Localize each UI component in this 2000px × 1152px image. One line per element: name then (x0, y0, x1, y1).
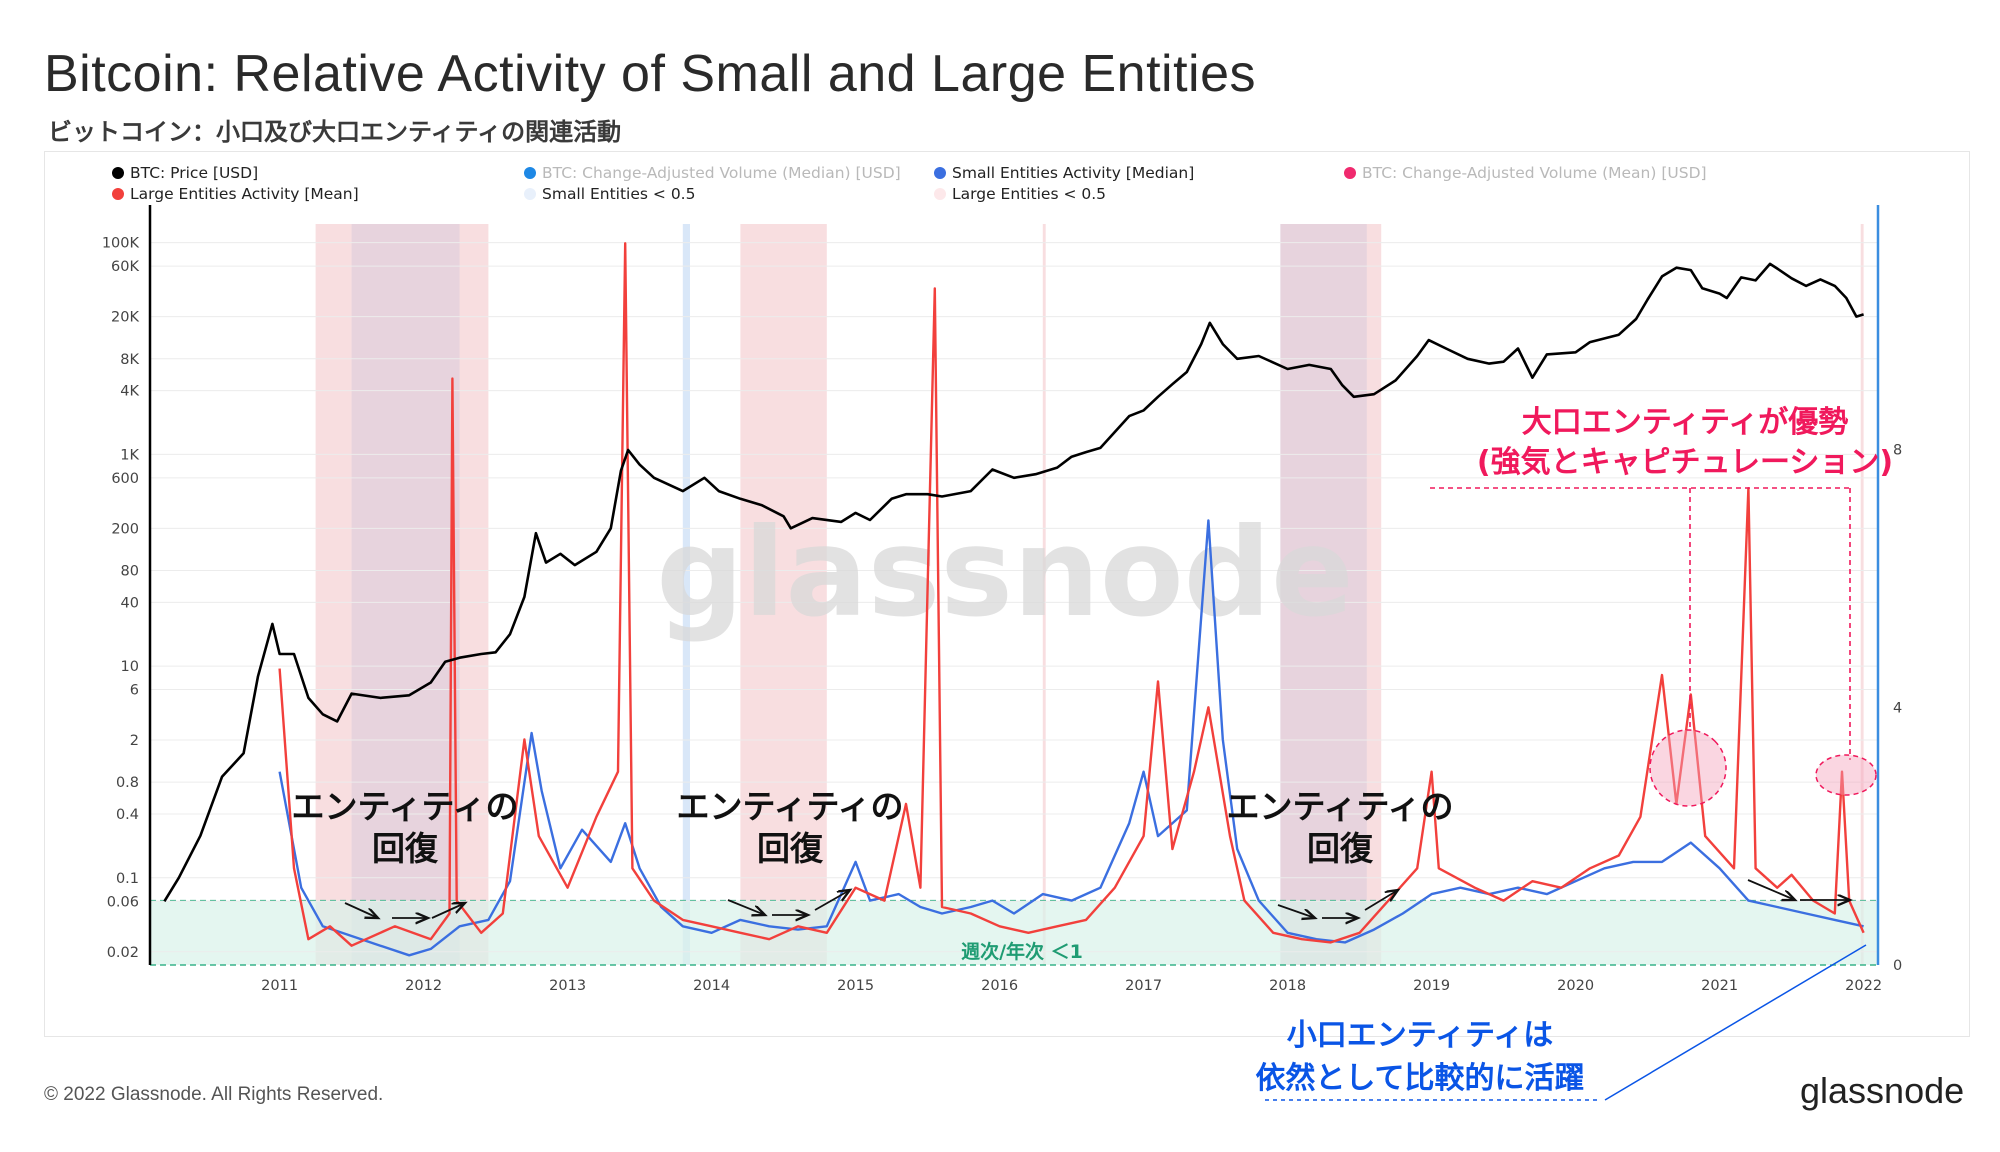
annotation-small-active-line1: 小口エンティティは (1287, 1018, 1553, 1053)
small-active-pointer (1604, 944, 1867, 1101)
legend-dot (934, 167, 946, 179)
ratio-band-label: 週次/年次 ＜1 (961, 940, 1083, 963)
y-left-tick-label: 20K (111, 310, 139, 326)
chart-legend: BTC: Price [USD] BTC: Change-Adjusted Vol… (112, 164, 1707, 203)
legend-dot (524, 167, 536, 179)
y-left-tick-label: 600 (111, 471, 139, 487)
chart-title: Bitcoin: Relative Activity of Small and … (44, 45, 1257, 103)
large-entities-shade (1280, 224, 1382, 965)
trend-arrow (1747, 879, 1795, 900)
legend-label: BTC: Change-Adjusted Volume (Mean) [USD] (1362, 164, 1707, 182)
y-left-tick-label: 100K (102, 236, 140, 252)
trend-arrow (431, 903, 465, 919)
large-entities-shade (1042, 224, 1046, 965)
chart-subtitle: ビットコイン：小口及び大口エンティティの関連活動 (48, 118, 622, 146)
y-left-tick-label: 10 (121, 659, 139, 675)
legend-label: BTC: Price [USD] (130, 164, 258, 182)
large-entities-line (278, 242, 1865, 947)
annotation-large-dominant-line2: (強気とキャピチュレーション) (1477, 445, 1893, 480)
legend-dot (112, 167, 124, 179)
trend-arrow (1277, 904, 1315, 918)
legend-label: BTC: Change-Adjusted Volume (Median) [US… (542, 164, 901, 182)
chart-frame (44, 151, 1970, 1037)
x-tick-label: 2018 (1269, 978, 1306, 994)
annotation-recovery-line1: エンティティの (291, 787, 518, 826)
large-entities-shade (740, 224, 827, 965)
y-left-tick-label: 6 (130, 683, 139, 699)
price-line (163, 262, 1864, 902)
x-tick-label: 2015 (837, 978, 874, 994)
legend-dot (934, 188, 946, 200)
x-tick-label: 2020 (1557, 978, 1594, 994)
y-left-tick-label: 0.8 (116, 775, 139, 791)
y-left-tick-label: 60K (111, 259, 139, 275)
annotation-recovery-line2: 回復 (372, 829, 439, 868)
x-tick-label: 2012 (405, 978, 442, 994)
y-right-tick-label: 0 (1893, 958, 1902, 974)
highlight-ellipse-2022 (1815, 754, 1877, 796)
series-lines (163, 242, 1865, 957)
y-left-tick-label: 0.4 (116, 807, 139, 823)
highlight-ellipse-2021 (1649, 729, 1727, 807)
legend-dot (1344, 167, 1356, 179)
grid-lines (150, 242, 1878, 953)
y-left-tick-label: 200 (111, 521, 139, 537)
y-left-tick-label: 40 (121, 595, 139, 611)
legend-label: Large Entities < 0.5 (952, 185, 1106, 203)
annotation-large-dominant-line1: 大口エンティティが優勢 (1522, 405, 1848, 440)
x-tick-label: 2014 (693, 978, 730, 994)
ratio-band (150, 900, 1878, 965)
y-left-tick-label: 2 (130, 733, 139, 749)
annotation-recovery-line1: エンティティの (676, 787, 903, 826)
shaded-periods (315, 224, 1864, 965)
y-left-tick-label: 1K (120, 447, 139, 463)
legend-label: Large Entities Activity [Mean] (130, 185, 359, 203)
annotation-recovery-line2: 回復 (757, 829, 824, 868)
watermark: glassnode (656, 502, 1353, 644)
legend-label: Small Entities < 0.5 (542, 185, 695, 203)
brand-logo: glassnode (1800, 1070, 1965, 1111)
annotation-recovery-line1: エンティティの (1226, 787, 1453, 826)
x-tick-label: 2013 (549, 978, 586, 994)
y-left-tick-label: 8K (120, 352, 139, 368)
legend-label: Small Entities Activity [Median] (952, 164, 1194, 182)
y-left-tick-label: 4K (120, 384, 139, 400)
x-tick-label: 2017 (1125, 978, 1162, 994)
y-right-tick-label: 4 (1893, 700, 1902, 716)
trend-arrow (344, 902, 378, 918)
legend-dot (112, 188, 124, 200)
x-tick-label: 2021 (1701, 978, 1738, 994)
copyright: © 2022 Glassnode. All Rights Reserved. (44, 1084, 384, 1105)
x-tick-label: 2022 (1845, 978, 1882, 994)
y-right-tick-label: 8 (1893, 443, 1902, 459)
small-entities-shade (682, 224, 690, 965)
trend-arrow (814, 890, 850, 911)
y-left-tick-label: 0.1 (116, 871, 139, 887)
y-left-tick-label: 0.02 (107, 945, 139, 961)
trend-arrow (1364, 890, 1398, 911)
large-entities-shade (1860, 224, 1864, 965)
x-tick-label: 2019 (1413, 978, 1450, 994)
large-entities-shade (315, 224, 489, 965)
y-left-tick-label: 80 (121, 563, 139, 579)
annotations: エンティティの回復エンティティの回復エンティティの回復大口エンティティが優勢(強… (291, 405, 1893, 1101)
x-tick-label: 2016 (981, 978, 1018, 994)
legend-dot (524, 188, 536, 200)
y-left-tick-label: 0.06 (107, 894, 139, 910)
annotation-recovery-line2: 回復 (1307, 829, 1374, 868)
trend-arrow (727, 899, 765, 915)
axes: 100K60K20K8K4K1K600200804010620.80.40.10… (102, 205, 1902, 994)
x-tick-label: 2011 (261, 978, 298, 994)
large-dominant-bracket (1430, 487, 1851, 760)
annotation-small-active-line2: 依然として比較的に活躍 (1255, 1061, 1584, 1096)
